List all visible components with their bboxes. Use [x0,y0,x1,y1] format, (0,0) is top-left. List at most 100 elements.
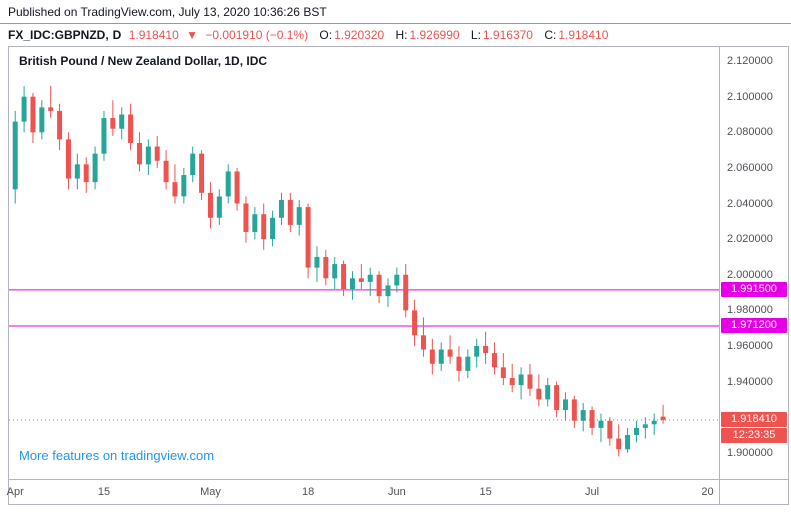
candle-body [172,182,178,197]
candle-body [545,385,551,400]
candle-body [278,199,284,218]
candle-body [207,192,213,218]
candle-body [261,214,267,240]
candle-body [429,349,435,364]
price-scale[interactable]: 2.120000 2.100000 2.080000 2.060000 2.040000… [719,47,789,479]
candle-body [243,203,249,233]
candle-body [571,399,577,421]
candle-body [660,416,666,421]
candle-body [465,356,471,371]
price-tick-label: 2.120000 [727,55,773,68]
candle-body [128,114,134,143]
price-tick-label: 2.040000 [727,197,773,210]
open-label: O: [319,28,333,42]
published-line: Published on TradingView.com, July 13, 2… [8,5,327,19]
candle-body [199,153,205,193]
candle-body [181,175,187,197]
candle-body [74,164,80,179]
candle-body [190,153,196,176]
low-value: 1.916370 [482,28,533,42]
candle-body [349,278,355,289]
tradingview-link[interactable]: More features on tradingview.com [19,448,215,463]
price-tick-label: 2.000000 [727,268,773,281]
candle-body [48,107,54,111]
candle-body [580,410,586,421]
level-price-tag: 1.971200 [721,318,787,334]
price-tick-label: 2.060000 [727,161,773,174]
candle-body [296,207,302,225]
candle-body [438,349,444,364]
candle-body [536,388,542,400]
low-label: L: [470,28,481,42]
time-axis-label: Apr [6,486,24,498]
price-tick-label: 2.080000 [727,126,773,139]
candle-body [491,353,497,368]
header-divider [0,23,791,24]
chart-legend: British Pound / New Zealand Dollar, 1D, … [19,54,268,68]
price-tick-label: 1.940000 [727,375,773,388]
candle-body [216,196,222,218]
candle-body [509,378,515,386]
symbol-name: FX_IDC:GBPNZD, [8,28,109,42]
time-axis-label: 20 [701,486,714,498]
chart-pane[interactable]: British Pound / New Zealand Dollar, 1D, … [9,47,719,479]
candle-body [589,410,595,428]
last-price-value: 1.918410 [128,28,179,42]
last-price-tag: 1.918410 [721,412,787,428]
time-axis-label: 18 [301,486,315,498]
candle-body [110,118,116,129]
candle-body [376,274,382,297]
price-tick-label: 1.980000 [727,304,773,317]
candle-body [358,278,364,282]
candle-body [527,374,533,389]
bar-countdown-tag: 12:23:35 [721,428,787,444]
candle-body [12,121,18,190]
candle-body [101,118,107,154]
candle-body [92,153,98,183]
candle-body [323,256,329,279]
candle-body [163,160,169,183]
candle-body [403,274,409,311]
candle-body [39,107,45,133]
time-scale[interactable]: Apr 15 May 18 Jun 15 Jul 20 [6,479,719,505]
candle-body [625,435,631,450]
time-axis-label: Jun [387,486,406,498]
candle-body [57,110,63,140]
time-axis-label: May [200,486,221,498]
candle-body [270,217,276,240]
candle-body [651,420,657,425]
ohlc-high: H: 1.926990 [396,28,460,42]
candle-body [562,399,568,411]
candle-body [234,171,240,204]
candle-body [500,367,506,379]
candle-body [225,171,231,197]
candle-body [287,199,293,225]
price-tick-label: 2.020000 [727,233,773,246]
candle-body [30,96,36,133]
high-value: 1.926990 [409,28,460,42]
candle-body [642,424,648,428]
candle-body [21,96,27,122]
candle-body [305,207,311,268]
candle-body [518,374,524,386]
candle-body [252,214,258,233]
candle-body [332,264,338,279]
candle-body [616,438,622,450]
scale-corner [719,479,789,505]
price-change: −0.001910 (−0.1%) [205,28,309,42]
ohlc-open: O: 1.920320 [319,28,384,42]
candle-body [394,274,400,286]
candle-body [483,345,489,354]
symbol-resolution: D [112,28,122,42]
candle-body [420,335,426,350]
candle-body [65,139,71,179]
candle-body [341,264,347,289]
price-tick-label: 2.100000 [727,90,773,103]
ohlc-low: L: 1.916370 [471,28,533,42]
candle-body [154,146,160,161]
candle-body [598,420,604,428]
price-tick-label: 1.960000 [727,339,773,352]
candle-body [367,274,373,282]
time-axis-label: 15 [479,486,492,498]
